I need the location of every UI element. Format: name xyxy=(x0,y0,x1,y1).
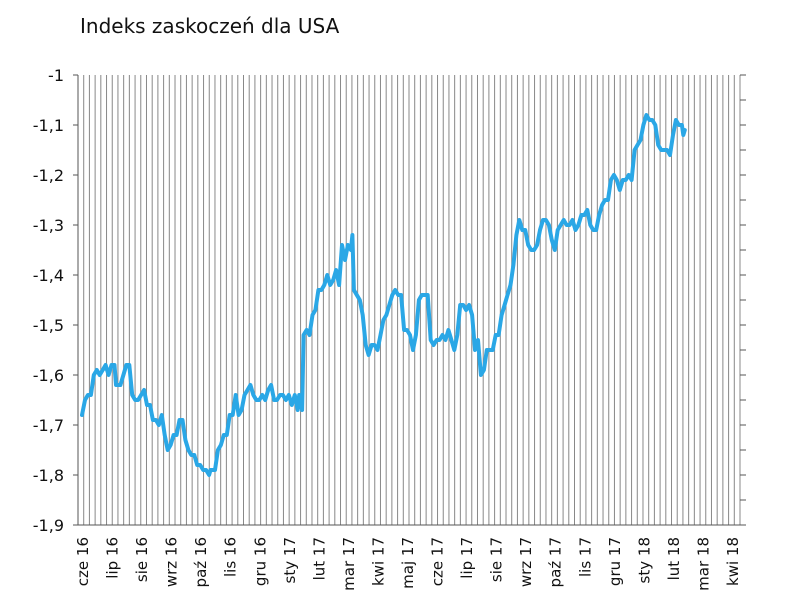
x-tick-label: wrz 16 xyxy=(163,537,181,587)
y-tick-label: -1,7 xyxy=(33,416,64,435)
y-tick-label: -1,6 xyxy=(33,366,64,385)
x-tick-label: mar 18 xyxy=(694,537,712,591)
y-tick-label: -1,8 xyxy=(33,466,64,485)
x-tick-label: lip 16 xyxy=(104,537,122,579)
x-tick-label: lis 17 xyxy=(576,537,594,577)
x-tick-label: lut 18 xyxy=(665,537,683,580)
series-line xyxy=(80,113,687,477)
x-tick-label: cze 17 xyxy=(429,537,447,586)
x-tick-label: paź 17 xyxy=(547,537,565,587)
x-tick-label: maj 17 xyxy=(399,537,417,589)
y-tick-label: -1,9 xyxy=(33,516,64,535)
x-tick-label: wrz 17 xyxy=(517,537,535,587)
y-tick-label: -1,5 xyxy=(33,316,64,335)
x-tick-label: lut 17 xyxy=(310,537,328,580)
x-tick-label: sty 17 xyxy=(281,537,299,583)
x-tick-label: gru 16 xyxy=(251,537,269,586)
x-tick-label: gru 17 xyxy=(606,537,624,586)
x-tick-label: kwi 18 xyxy=(724,537,742,586)
y-tick-label: -1,2 xyxy=(33,166,64,185)
x-tick-label: sie 17 xyxy=(488,537,506,582)
x-tick-label: mar 17 xyxy=(340,537,358,591)
x-tick-label: lis 16 xyxy=(222,537,240,577)
x-tick-label: sty 18 xyxy=(635,537,653,583)
y-tick-label: -1,3 xyxy=(33,216,64,235)
chart-title: Indeks zaskoczeń dla USA xyxy=(80,14,340,38)
y-tick-label: -1,1 xyxy=(33,116,64,135)
axis-layer xyxy=(77,74,746,526)
y-tick-label: -1 xyxy=(48,66,64,85)
x-tick-labels: cze 16 lip 16 sie 16 wrz 16 paź 16 lis 16 gru … xyxy=(74,537,742,591)
series-layer xyxy=(80,113,687,477)
x-tick-label: cze 16 xyxy=(74,537,92,586)
x-tick-label: sie 16 xyxy=(133,537,151,582)
y-tick-label: -1,4 xyxy=(33,266,64,285)
x-tick-label: paź 16 xyxy=(192,537,210,587)
x-tick-label: kwi 17 xyxy=(369,537,387,586)
x-tick-label: lip 17 xyxy=(458,537,476,579)
y-tick-labels: -1 -1,1 -1,2 -1,3 -1,4 -1,5 -1,6 -1,7 -1,8 -1,9 xyxy=(33,66,78,535)
